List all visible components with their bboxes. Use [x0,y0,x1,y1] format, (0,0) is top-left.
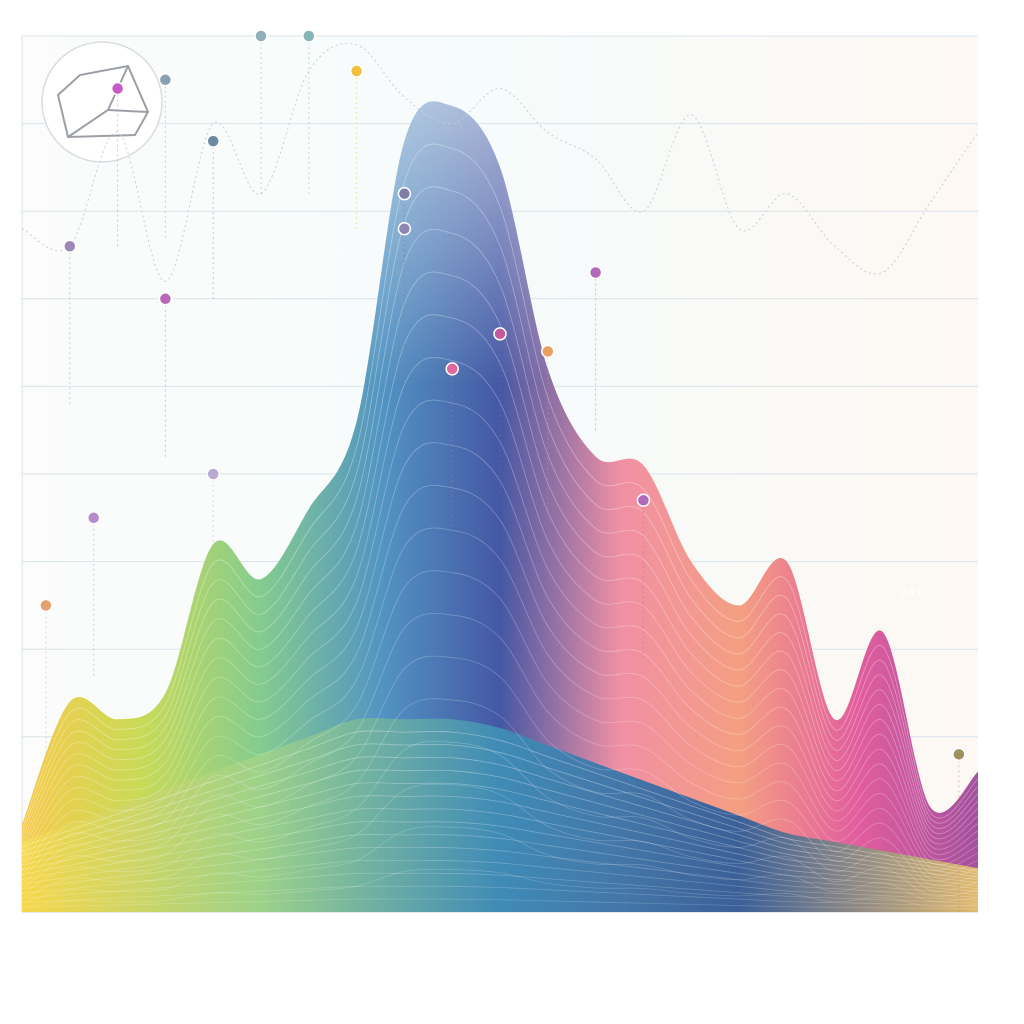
area-series-1 [22,717,978,912]
data-marker [541,344,555,359]
data-marker [397,221,412,236]
striation-line [21,357,979,853]
axis-labels: 241 [900,587,923,600]
striation-line [21,485,979,867]
striation-line [21,570,979,876]
striation-line [21,769,979,881]
striation-line [21,186,979,834]
striation-line [21,868,979,908]
striation-line [21,898,979,910]
striation-line [21,143,979,830]
data-marker [636,493,651,508]
annotation-label: 241 [900,587,923,600]
striation-line [21,527,979,871]
data-marker [86,511,101,525]
striation-line [21,846,979,898]
data-marker [158,73,173,87]
data-marker [302,29,316,43]
striation-line [21,872,979,904]
connector-lines [21,43,979,282]
striation-line [21,698,979,890]
upper-trend-line [21,43,979,282]
striation-line [21,740,979,894]
data-marker [39,598,53,613]
data-marker [349,64,364,78]
striation-line [21,821,979,892]
data-marker [952,747,966,762]
striation-line [21,399,979,857]
area-highlight [22,101,978,912]
striation-line [21,833,979,895]
area-layers [22,101,978,912]
striation-line [21,730,979,872]
striation-line [21,314,979,848]
data-marker [110,81,125,96]
data-marker [206,134,220,148]
data-marker [254,29,268,43]
striation-line [21,885,979,907]
striation-line [21,859,979,901]
striation-line [21,782,979,884]
striation-line [21,743,979,875]
striation-line [21,826,979,904]
data-marker [158,292,173,306]
striation-line [21,795,979,887]
data-marker [445,362,459,376]
striation-line [21,655,979,885]
data-marker [397,186,412,201]
striation-line [21,612,979,881]
data-marker [588,265,603,280]
striation-line [21,808,979,890]
striation-line [21,756,979,878]
data-marker [63,239,77,253]
striation-line [21,228,979,839]
striation-line [21,783,979,899]
data-marker [493,327,507,341]
markers [39,29,966,912]
hexagon-logo [41,41,163,163]
data-marker [206,467,220,481]
striation-line [21,442,979,862]
